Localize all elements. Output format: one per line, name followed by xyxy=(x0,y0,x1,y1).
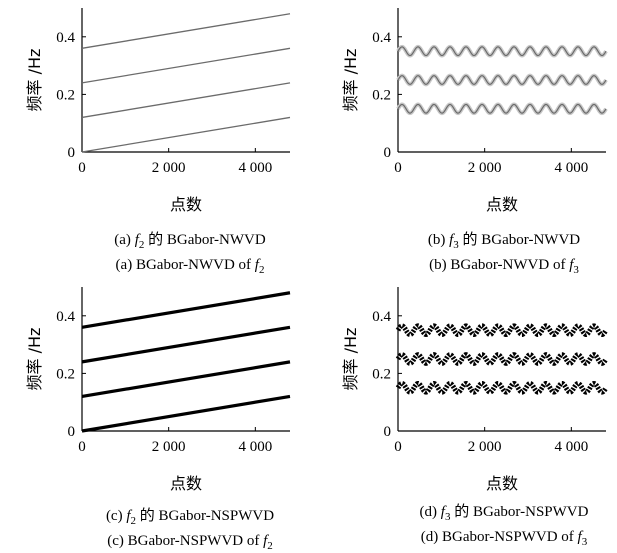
series-line-2 xyxy=(81,360,291,399)
y-axis-label: 频率 /Hz xyxy=(25,328,44,391)
x-tick-label: 4 000 xyxy=(554,160,588,176)
series-line-1 xyxy=(81,116,291,153)
series-line-3 xyxy=(81,325,291,364)
x-tick-label: 4 000 xyxy=(238,160,272,176)
caption-en: (b) BGabor-NWVD of f3 xyxy=(429,257,579,276)
caption-cn-part: 3 xyxy=(445,511,451,523)
caption-cn-part: (b) xyxy=(428,232,449,248)
caption-cn-part: 的 BGabor-NSPWVD xyxy=(450,503,588,520)
x-axis-label: 点数 xyxy=(170,474,202,493)
x-tick-label: 0 xyxy=(78,439,86,455)
y-axis-label: 频率 /Hz xyxy=(341,328,360,391)
x-tick-label: 2 000 xyxy=(468,439,502,455)
caption-en-part: f xyxy=(578,529,584,545)
caption-en-part: 3 xyxy=(573,264,579,276)
x-tick-label: 2 000 xyxy=(152,160,186,176)
caption-cn: (b) f3 的 BGabor-NWVD xyxy=(428,231,580,251)
caption-en-part: f xyxy=(255,257,261,273)
caption-cn-part: 的 BGabor-NWVD xyxy=(459,231,581,248)
caption-cn-part: 的 BGabor-NSPWVD xyxy=(136,507,274,524)
caption-cn: (c) f2 的 BGabor-NSPWVD xyxy=(106,507,274,527)
x-tick-label: 0 xyxy=(394,160,402,176)
y-axis-label: 频率 /Hz xyxy=(25,49,44,112)
x-tick-label: 4 000 xyxy=(554,439,588,455)
y-tick-label: 0 xyxy=(68,424,76,440)
caption-en-part: f xyxy=(263,533,269,549)
y-tick-label: 0.4 xyxy=(56,30,75,46)
y-tick-label: 0.2 xyxy=(372,87,391,103)
caption-en-part: 3 xyxy=(582,536,588,548)
caption-en: (d) BGabor-NSPWVD of f3 xyxy=(421,529,588,548)
caption-cn-part: (a) xyxy=(114,232,134,248)
x-tick-label: 0 xyxy=(394,439,402,455)
x-tick-label: 2 000 xyxy=(468,160,502,176)
series-line-4 xyxy=(81,291,291,329)
x-tick-label: 0 xyxy=(78,160,86,176)
y-tick-label: 0.4 xyxy=(56,309,75,325)
series-line-4 xyxy=(81,13,291,49)
caption-en: (a) BGabor-NWVD of f2 xyxy=(116,257,265,276)
y-tick-label: 0 xyxy=(384,424,392,440)
series-line-1 xyxy=(395,380,609,395)
y-tick-label: 0 xyxy=(68,145,76,161)
series-line-1 xyxy=(397,103,607,114)
series-line-3 xyxy=(81,47,291,84)
series-line-1 xyxy=(81,394,291,433)
y-axis-label: 频率 /Hz xyxy=(341,49,360,112)
y-tick-label: 0.2 xyxy=(56,366,75,382)
caption-cn: (a) f2 的 BGabor-NWVD xyxy=(114,231,266,251)
caption-cn-part: 3 xyxy=(453,239,459,251)
caption-cn-part: 2 xyxy=(139,239,145,251)
caption-cn: (d) f3 的 BGabor-NSPWVD xyxy=(420,503,589,523)
x-axis-label: 点数 xyxy=(486,474,518,493)
x-axis-label: 点数 xyxy=(170,195,202,214)
caption-cn-part: f xyxy=(441,504,447,520)
caption-cn-part: f xyxy=(126,508,132,524)
series-line-2 xyxy=(395,352,609,366)
y-tick-label: 0.2 xyxy=(372,366,391,382)
y-tick-label: 0 xyxy=(384,145,392,161)
caption-cn-part: 的 BGabor-NWVD xyxy=(144,231,266,248)
caption-cn-part: f xyxy=(449,232,455,248)
x-tick-label: 4 000 xyxy=(238,439,272,455)
caption-cn-part: (c) xyxy=(106,508,126,524)
caption-en: (c) BGabor-NSPWVD of f2 xyxy=(107,533,273,552)
x-axis-label: 点数 xyxy=(486,195,518,214)
y-tick-label: 0.4 xyxy=(372,309,391,325)
caption-en-part: 2 xyxy=(259,264,265,276)
series-line-2 xyxy=(81,82,291,119)
y-tick-label: 0.4 xyxy=(372,30,391,46)
caption-en-part: 2 xyxy=(267,540,273,552)
caption-en-part: (b) BGabor-NWVD of xyxy=(429,257,569,273)
caption-en-part: (a) BGabor-NWVD of xyxy=(116,257,255,273)
series-line-3 xyxy=(397,46,607,57)
y-tick-label: 0.2 xyxy=(56,87,75,103)
caption-en-part: (d) BGabor-NSPWVD of xyxy=(421,529,578,545)
series-line-2 xyxy=(397,75,607,85)
caption-cn-part: f xyxy=(135,232,141,248)
caption-cn-part: 2 xyxy=(131,515,137,527)
x-tick-label: 2 000 xyxy=(152,439,186,455)
caption-en-part: (c) BGabor-NSPWVD of xyxy=(107,533,263,549)
caption-cn-part: (d) xyxy=(420,504,441,520)
series-line-3 xyxy=(395,323,609,338)
caption-en-part: f xyxy=(569,257,575,273)
